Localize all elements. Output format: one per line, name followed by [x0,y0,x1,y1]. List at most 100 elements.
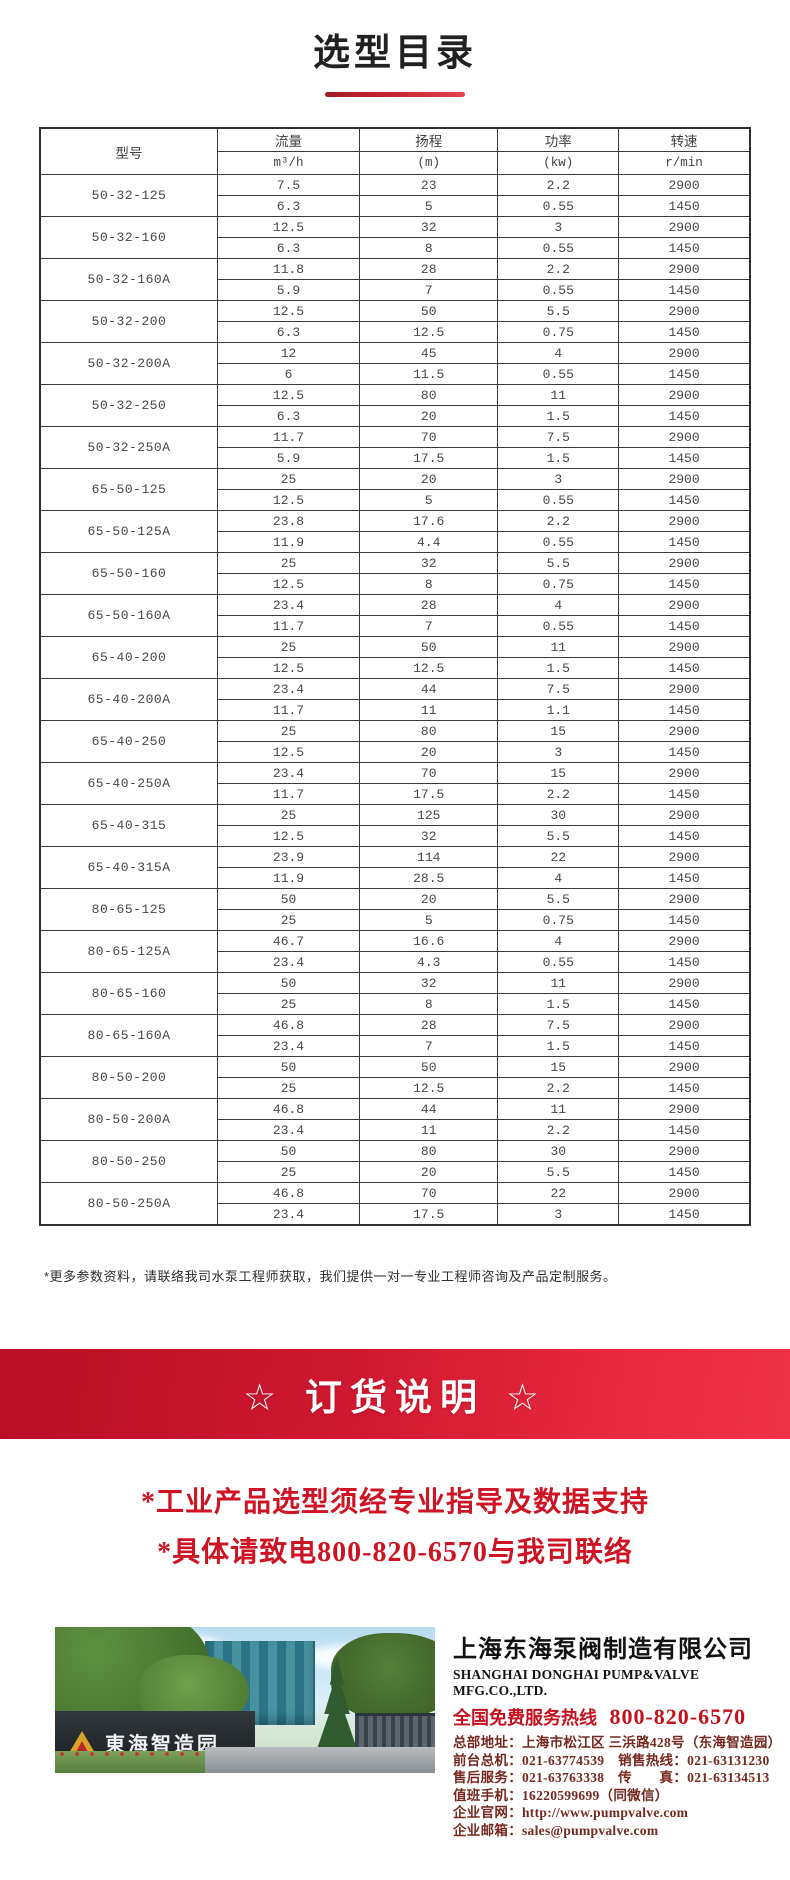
value-cell: 2900 [618,216,751,238]
table-header-row: 型号 流量 扬程 功率 转速 [39,127,751,175]
value-cell: 20 [358,888,499,910]
value-cell: 7 [358,279,499,301]
value-cell: 23.9 [217,846,360,868]
table-row: 65-50-125 25 20 3 2900 [39,468,751,511]
value-cell: 7 [358,615,499,637]
value-cell: 80 [358,384,499,406]
value-cell: 15 [497,762,620,784]
contact-line: 总部地址：上海市松江区 三浜路428号（东海智造园） [453,1735,782,1750]
value-cell: 20 [358,1161,499,1183]
flower-bed [55,1749,205,1759]
company-name-cn: 上海东海泵阀制造有限公司 [453,1635,753,1663]
value-cell: 5.5 [497,300,620,322]
value-cell: 23.4 [217,1035,360,1057]
table-row: 65-40-250 25 80 15 2900 [39,720,751,763]
unit-head: (m) [358,151,499,175]
table-row: 12.5 8 0.75 1450 [40,573,751,595]
model-cell: 80-50-200A [39,1098,218,1141]
value-cell: 4.4 [358,531,499,553]
value-cell: 16.6 [358,930,499,952]
value-cell: 12.5 [217,741,360,763]
note-text: *更多参数资料，请联络我司水泵工程师获取，我们提供一对一专业工程师咨询及产品定制… [44,1269,617,1284]
model-cell: 65-40-250 [39,720,218,763]
footer: 東海智造园 上海东海泵阀制造有限公司 SHANGHAI DONGHAI PUMP… [0,1627,790,1839]
value-cell: 12.5 [217,573,360,595]
header-speed: 转速 [618,127,751,152]
table-row: 50-32-200 12.5 50 5.5 2900 [39,300,751,343]
unit-flow: m³/h [217,151,360,175]
model-cell: 65-40-200A [39,678,218,721]
value-cell: 22 [497,1182,620,1204]
value-cell: 1450 [618,363,751,385]
value-cell: 0.55 [497,195,620,217]
value-cell: 1450 [618,867,751,889]
table-row: 23.4 4.3 0.55 1450 [40,951,751,973]
value-cell: 80 [358,720,499,742]
value-cell: 12.5 [217,300,360,322]
table-row: 12.5 5 0.55 1450 [40,489,751,511]
value-cell: 2900 [618,384,751,406]
value-cell: 46.8 [217,1098,360,1120]
value-cell: 0.75 [497,321,620,343]
value-cell: 12.5 [358,657,499,679]
value-cell: 0.55 [497,531,620,553]
value-cell: 1450 [618,1203,751,1226]
value-cell: 28 [358,594,499,616]
value-cell: 2900 [618,1140,751,1162]
value-cell: 70 [358,426,499,448]
contact-line: 售后服务：021-63763338 传 真：021-63134513 [453,1770,770,1785]
value-cell: 2900 [618,174,751,196]
value-cell: 8 [358,573,499,595]
value-cell: 22 [497,846,620,868]
value-cell: 4.3 [358,951,499,973]
value-cell: 1450 [618,657,751,679]
value-cell: 25 [217,552,360,574]
value-cell: 1450 [618,993,751,1015]
value-cell: 2900 [618,1014,751,1036]
value-cell: 25 [217,1077,360,1099]
value-cell: 11.9 [217,531,360,553]
value-cell: 5.9 [217,447,360,469]
value-cell: 25 [217,468,360,490]
value-cell: 23 [358,174,499,196]
table-row: 50-32-160 12.5 32 3 2900 [39,216,751,259]
value-cell: 7.5 [217,174,360,196]
value-cell: 2900 [618,258,751,280]
value-cell: 5.5 [497,1161,620,1183]
table-row: 11.7 11 1.1 1450 [40,699,751,721]
value-cell: 28.5 [358,867,499,889]
company-name-en: SHANGHAI DONGHAI PUMP&VALVE MFG.CO.,LTD. [453,1667,700,1698]
value-cell: 2.2 [497,1077,620,1099]
table-row: 25 8 1.5 1450 [40,993,751,1015]
value-cell: 1.5 [497,657,620,679]
value-cell: 2900 [618,888,751,910]
value-cell: 2900 [618,762,751,784]
contact-lines: 总部地址：上海市松江区 三浜路428号（东海智造园） 前台总机：021-63774… [453,1734,783,1839]
value-cell: 46.7 [217,930,360,952]
table-row: 12.5 20 3 1450 [40,741,751,763]
value-cell: 23.4 [217,1119,360,1141]
table-row: 80-65-125 50 20 5.5 2900 [39,888,751,931]
value-cell: 20 [358,405,499,427]
value-cell: 2900 [618,1182,751,1204]
model-cell: 65-40-200 [39,636,218,679]
notice-line: *具体请致电800-820-6570与我司联络 [157,1537,633,1568]
value-cell: 32 [358,216,499,238]
value-cell: 25 [217,804,360,826]
value-cell: 70 [358,1182,499,1204]
table-row: 80-65-160 50 32 11 2900 [39,972,751,1015]
value-cell: 1450 [618,531,751,553]
value-cell: 0.75 [497,573,620,595]
value-cell: 25 [217,1161,360,1183]
value-cell: 7.5 [497,678,620,700]
model-cell: 80-65-125A [39,930,218,973]
order-banner: ☆ 订货说明 ☆ [0,1349,790,1439]
value-cell: 23.4 [217,678,360,700]
table-row: 65-40-200 25 50 11 2900 [39,636,751,679]
value-cell: 1450 [618,447,751,469]
value-cell: 2.2 [497,174,620,196]
value-cell: 5 [358,909,499,931]
table-row: 65-40-250A 23.4 70 15 2900 [39,762,751,805]
notice-block: *工业产品选型须经专业指导及数据支持 *具体请致电800-820-6570与我司… [0,1485,790,1571]
model-cell: 65-50-160 [39,552,218,595]
